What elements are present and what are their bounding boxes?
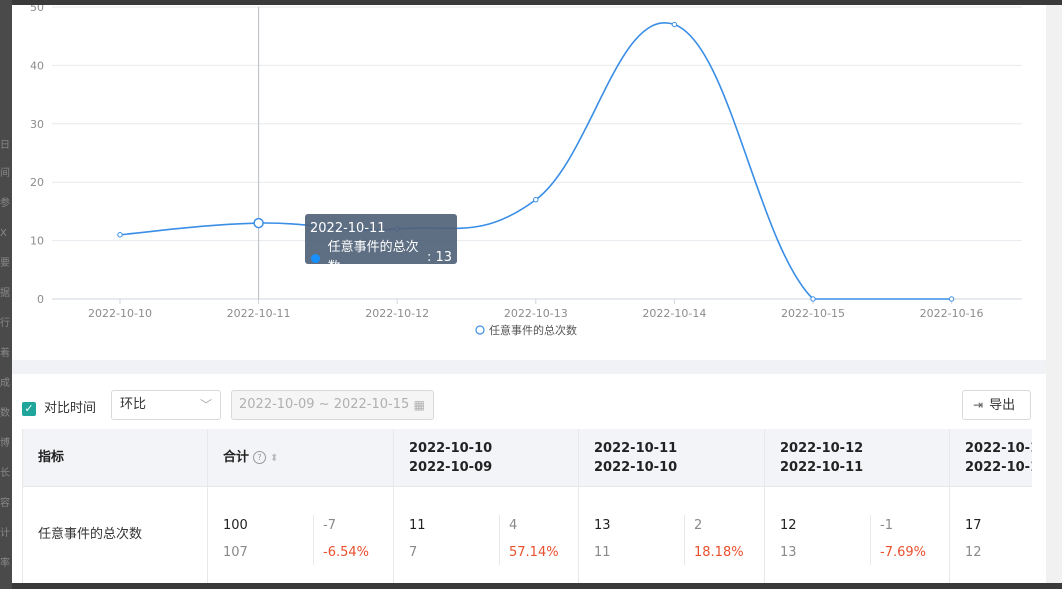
tooltip-value: 13 xyxy=(435,250,452,265)
y-tick-label: 20 xyxy=(30,176,44,189)
cell-previous: 11 xyxy=(594,545,611,560)
cell-pct: 57.14% xyxy=(509,545,559,560)
data-point xyxy=(117,232,123,238)
tooltip-date: 2022-10-11 xyxy=(310,221,386,236)
cell-date-1: 11 7 4 57.14% xyxy=(394,487,579,583)
y-tick-label: 30 xyxy=(30,118,44,131)
cell-diff: 2 xyxy=(694,518,703,533)
row-metric-name: 任意事件的总次数 xyxy=(23,487,208,583)
x-tick-label: 2022-10-16 xyxy=(920,307,984,320)
data-point xyxy=(948,296,955,302)
table-row: 任意事件的总次数 100 107 -7 -6.54% 11 7 4 57.14% xyxy=(23,487,1032,583)
compare-mode-value: 环比 xyxy=(120,397,147,412)
chevron-down-icon: ﹀ xyxy=(199,398,212,412)
section-divider xyxy=(12,360,1046,374)
date-range-value: 2022-10-09 ~ 2022-10-15 xyxy=(239,397,410,412)
compare-checkbox[interactable]: ✓ xyxy=(22,402,36,416)
y-tick-label: 50 xyxy=(30,5,44,14)
th-metric: 指标 xyxy=(23,429,208,486)
th-date-col-3: 2022-10-12 2022-10-11 xyxy=(765,429,950,486)
x-tick-label: 2022-10-13 xyxy=(504,307,568,320)
cell-date-2: 13 11 2 18.18% xyxy=(579,487,765,583)
export-label: 导出 xyxy=(989,398,1016,413)
sort-icon[interactable]: ⬍ xyxy=(270,453,279,464)
line-chart-panel: 0 10 20 30 40 50 2022-10-10 2022-10-11 2022-10-1… xyxy=(12,5,1046,360)
cell-previous: 13 xyxy=(780,545,797,560)
y-tick-label: 40 xyxy=(30,59,44,72)
cell-pct: 18.18% xyxy=(694,545,744,560)
data-point xyxy=(671,21,678,28)
cell-diff: -7 xyxy=(323,518,336,533)
th-total[interactable]: 合计? ⬍ xyxy=(208,429,394,486)
calendar-icon: ▦ xyxy=(413,398,425,412)
legend-label: 任意事件的总次数 xyxy=(489,323,577,337)
export-icon: ⇥ xyxy=(973,398,984,412)
cell-current: 12 xyxy=(780,518,797,533)
cell-previous: 12 xyxy=(965,545,982,560)
cell-previous: 7 xyxy=(409,545,418,560)
x-tick-label: 2022-10-10 xyxy=(88,307,152,320)
compare-date-range[interactable]: 2022-10-09 ~ 2022-10-15 ▦ xyxy=(231,390,434,420)
compare-label[interactable]: 对比时间 xyxy=(44,401,97,416)
help-icon[interactable]: ? xyxy=(253,451,267,464)
cell-current: 13 xyxy=(594,518,611,533)
data-point xyxy=(253,217,264,229)
cell-date-4: 17 12 xyxy=(950,487,1032,583)
cell-pct: -7.69% xyxy=(880,545,926,560)
cell-total: 100 107 -7 -6.54% xyxy=(208,487,394,583)
th-date-col-1: 2022-10-10 2022-10-09 xyxy=(394,429,579,486)
cell-date-3: 12 13 -1 -7.69% xyxy=(765,487,950,583)
analysis-modal: 0 10 20 30 40 50 2022-10-10 2022-10-11 2022-10-1… xyxy=(12,5,1046,583)
compare-controls: ✓ 对比时间 环比 ﹀ 2022-10-09 ~ 2022-10-15 ▦ ⇥ 导… xyxy=(12,374,1046,429)
tooltip-series-label: 任意事件的总次数 xyxy=(327,240,419,275)
data-point xyxy=(533,197,539,203)
data-point xyxy=(810,296,816,302)
legend-marker xyxy=(475,325,485,335)
scrollbar[interactable] xyxy=(1046,5,1062,583)
cell-diff: -1 xyxy=(880,518,893,533)
data-table: 指标 合计? ⬍ 2022-10-10 2022-10-09 2022-10-11 2… xyxy=(22,429,1032,583)
cell-current: 100 xyxy=(223,518,248,533)
export-button[interactable]: ⇥ 导出 xyxy=(962,390,1031,420)
cell-current: 11 xyxy=(409,518,426,533)
x-tick-label: 2022-10-14 xyxy=(642,307,706,320)
x-tick-label: 2022-10-12 xyxy=(365,307,429,320)
cell-current: 17 xyxy=(965,518,982,533)
compare-mode-select[interactable]: 环比 ﹀ xyxy=(111,390,221,420)
y-tick-label: 0 xyxy=(37,293,44,306)
cell-diff: 4 xyxy=(509,518,518,533)
tooltip-series-dot xyxy=(311,253,320,263)
table-header: 指标 合计? ⬍ 2022-10-10 2022-10-09 2022-10-11 2… xyxy=(23,429,1032,487)
y-tick-label: 10 xyxy=(30,235,44,248)
cell-previous: 107 xyxy=(223,545,248,560)
x-tick-label: 2022-10-11 xyxy=(227,307,291,320)
series-line xyxy=(119,21,952,300)
th-date-col-4: 2022-10-1 2022-10-1 xyxy=(950,429,1032,486)
x-tick-label: 2022-10-15 xyxy=(781,307,845,320)
cell-pct: -6.54% xyxy=(323,545,369,560)
chart-tooltip: 2022-10-11 任意事件的总次数: 13 xyxy=(305,214,457,275)
th-date-col-2: 2022-10-11 2022-10-10 xyxy=(579,429,765,486)
